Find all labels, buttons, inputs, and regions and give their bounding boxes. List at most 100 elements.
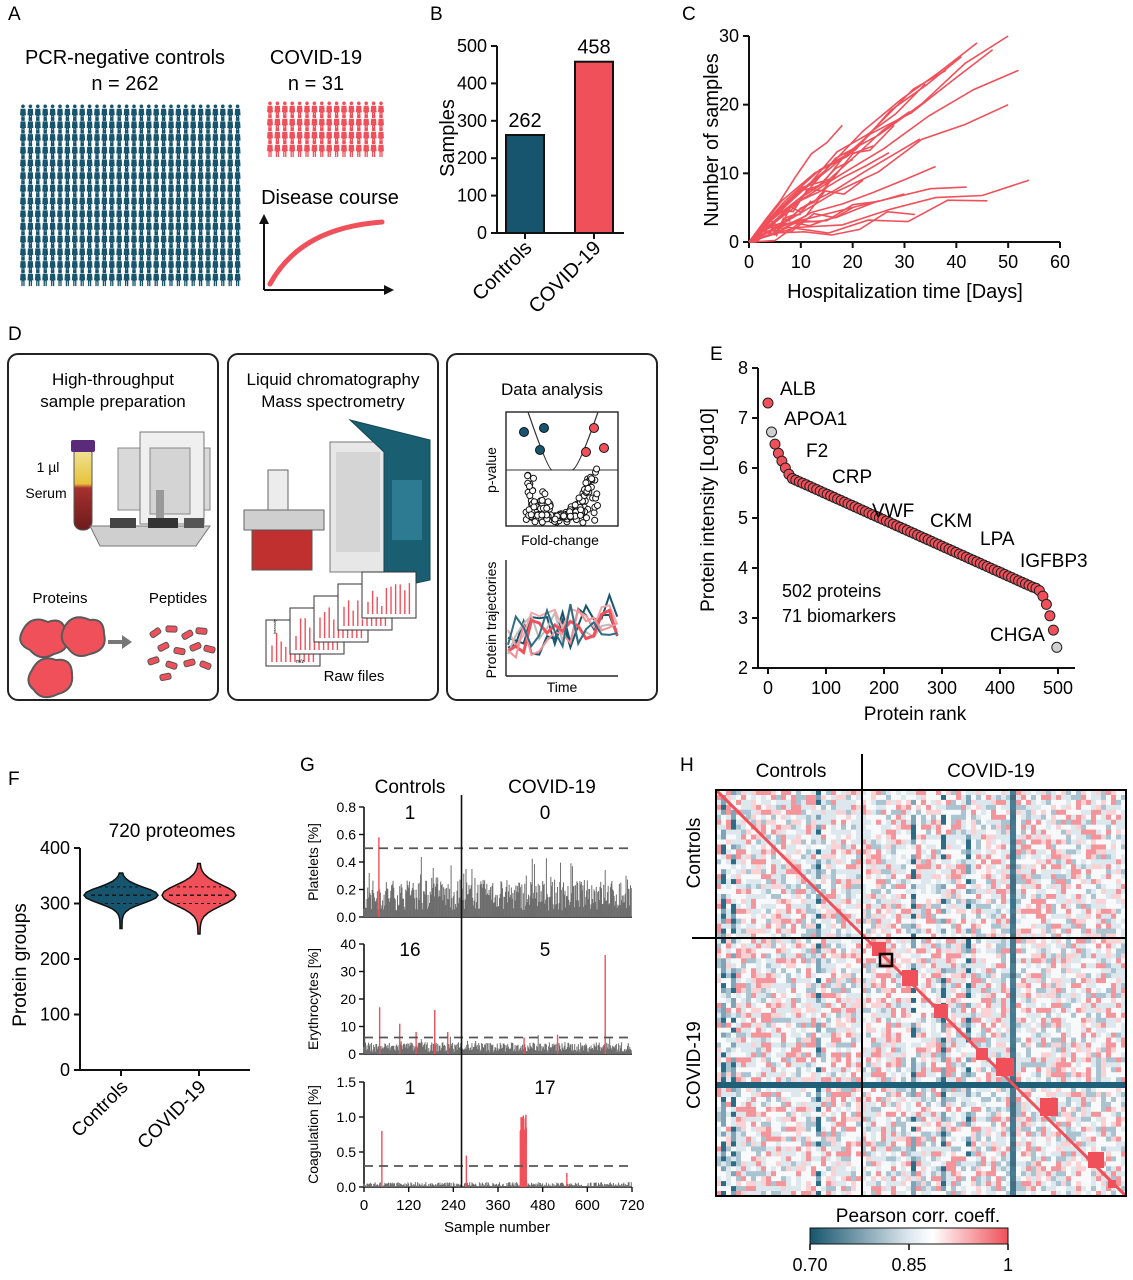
heatmap-cell (1041, 799, 1047, 806)
heatmap-cell (956, 839, 962, 845)
heatmap-cell (916, 849, 922, 855)
person-body (296, 131, 303, 145)
person-head (213, 206, 218, 210)
heatmap-cell (811, 795, 817, 801)
heatmap-cell (1096, 854, 1102, 860)
heatmap-cell (926, 795, 932, 801)
heatmap-cell (1036, 854, 1042, 860)
heatmap-cell (1076, 834, 1082, 840)
controls-person-icon (27, 269, 34, 287)
person-body (274, 144, 281, 158)
heatmap-cell (891, 889, 897, 895)
heatmap-cell (776, 854, 782, 860)
heatmap-cell (861, 854, 867, 860)
heatmap-cell (771, 839, 777, 845)
heatmap-cell (736, 854, 742, 860)
person-head (161, 142, 166, 147)
heatmap-cell (991, 814, 997, 821)
e-x-tick-label: 300 (927, 678, 957, 698)
heatmap-cell (986, 884, 992, 890)
heatmap-cell (981, 790, 987, 796)
heatmap-cell (756, 824, 762, 830)
peptide-fragment (189, 642, 202, 652)
heatmap-cell (861, 824, 867, 830)
heatmap-cell (921, 795, 927, 801)
heatmap-cell (796, 889, 802, 895)
heatmap-cell (1106, 889, 1112, 895)
heatmap-cell (1096, 819, 1102, 825)
heatmap-cell (831, 884, 837, 890)
heatmap-cell (721, 869, 727, 875)
heatmap-cell (1071, 819, 1077, 825)
heatmap-cell (1021, 795, 1027, 801)
covid-person-icon (281, 140, 288, 158)
covid-person-icon (326, 127, 333, 145)
heatmap-cell (756, 864, 762, 870)
heatmap-cell (721, 824, 727, 830)
volcano-point (525, 482, 533, 490)
person-body (289, 118, 296, 132)
person-body (333, 105, 340, 119)
heatmap-cell (991, 859, 997, 865)
person-head (65, 193, 70, 197)
heatmap-cell (1061, 829, 1067, 835)
heatmap-cell (941, 824, 947, 830)
person-head (235, 256, 240, 261)
heatmap-cell (831, 849, 837, 855)
heatmap-cell (976, 854, 982, 860)
heatmap-cell (986, 790, 992, 796)
heatmap-cell (746, 839, 752, 845)
heatmap-cell (961, 834, 967, 840)
g-ylabel-1: Erythrocytes [%] (305, 948, 321, 1050)
person-head (28, 256, 33, 261)
person-head (146, 206, 151, 210)
person-head (206, 142, 210, 147)
heatmap-cell (1101, 790, 1107, 796)
heatmap-cell (976, 844, 982, 850)
e-label-f2: F2 (806, 441, 828, 462)
person-head (28, 218, 33, 223)
heatmap-cell (831, 814, 837, 821)
person-body (296, 105, 303, 119)
covid-person-icon (267, 101, 273, 119)
heatmap-cell (851, 790, 857, 796)
heatmap-cell (1006, 869, 1012, 875)
heatmap-cell (866, 859, 872, 865)
heatmap-cell (871, 795, 877, 801)
g-y-tick-label: 1.0 (337, 1109, 357, 1125)
person-head (228, 167, 233, 172)
heatmap-top-covid: COVID-19 (947, 761, 1035, 782)
person-body (138, 273, 145, 287)
heatmap-cell (1016, 859, 1022, 865)
e-protein-point (1040, 598, 1052, 610)
heatmap-cell (1051, 844, 1057, 850)
heatmap-cell (806, 844, 812, 850)
person-head (154, 218, 159, 223)
person-head (43, 256, 48, 261)
person-head (35, 231, 40, 236)
heatmap-cell (836, 879, 842, 885)
heatmap-cell (1071, 864, 1077, 870)
person-head (169, 180, 173, 185)
heatmap-cell (1026, 829, 1032, 835)
person-head (349, 114, 354, 119)
heatmap-cell (1106, 854, 1112, 860)
heatmap-cell (881, 874, 887, 880)
heatmap-cell (1056, 849, 1062, 855)
person-body (348, 118, 355, 132)
heatmap-cell (896, 804, 902, 811)
heatmap-cell (716, 849, 722, 855)
person-head (161, 244, 166, 248)
heatmap-cell (1106, 799, 1112, 806)
heatmap-cell (761, 854, 767, 860)
volcano-point (566, 512, 574, 520)
heatmap-cell (946, 869, 952, 875)
heatmap-cell (856, 795, 862, 801)
heatmap-cell (1096, 849, 1102, 855)
heatmap-cell (1016, 819, 1022, 825)
heatmap-cell (1116, 874, 1122, 880)
covid-person-icon (378, 101, 384, 119)
heatmap-cell (901, 819, 907, 825)
heatmap-cell (911, 814, 917, 821)
person-body (145, 273, 152, 287)
